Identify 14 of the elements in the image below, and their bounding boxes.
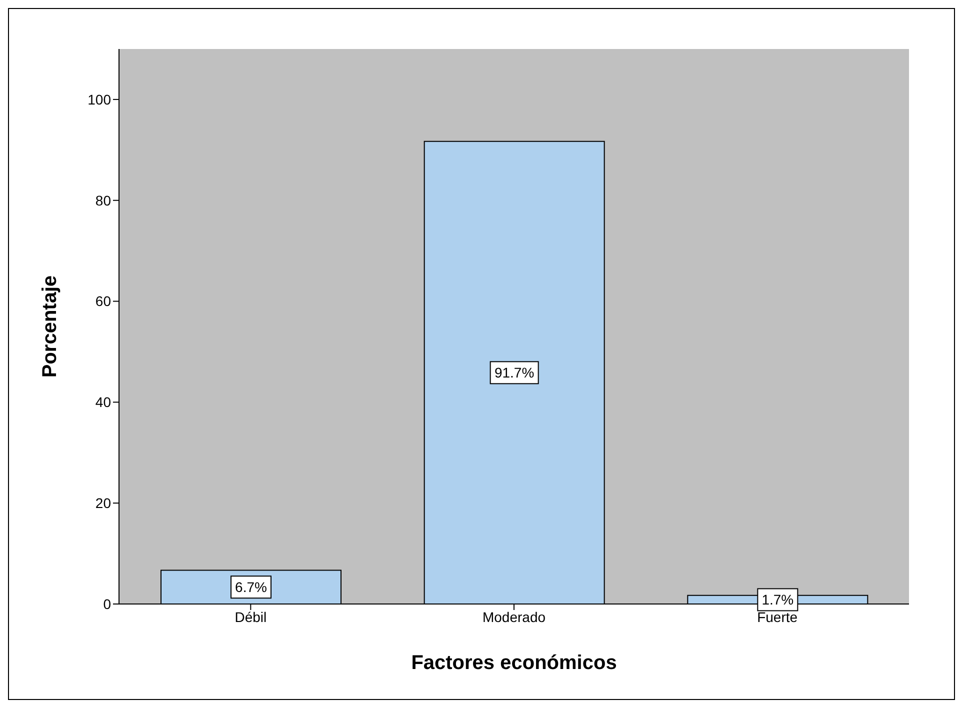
y-tick-label: 60 bbox=[95, 293, 112, 310]
data-label: 6.7% bbox=[235, 579, 267, 596]
x-tick-label: Moderado bbox=[482, 608, 546, 625]
y-tick-label: 100 bbox=[88, 91, 112, 108]
y-tick-label: 40 bbox=[95, 394, 112, 410]
y-tick-label: 80 bbox=[95, 192, 112, 208]
y-tick-label: 20 bbox=[95, 495, 112, 512]
x-axis-title: Factores económicos bbox=[411, 652, 617, 674]
data-label: 1.7% bbox=[762, 592, 794, 608]
x-tick-label: Débil bbox=[234, 608, 267, 625]
x-tick-label: Fuerte bbox=[757, 608, 798, 625]
y-axis-title: Porcentaje bbox=[39, 275, 62, 378]
y-tick-label: 0 bbox=[103, 596, 112, 612]
data-label: 91.7% bbox=[494, 364, 534, 381]
